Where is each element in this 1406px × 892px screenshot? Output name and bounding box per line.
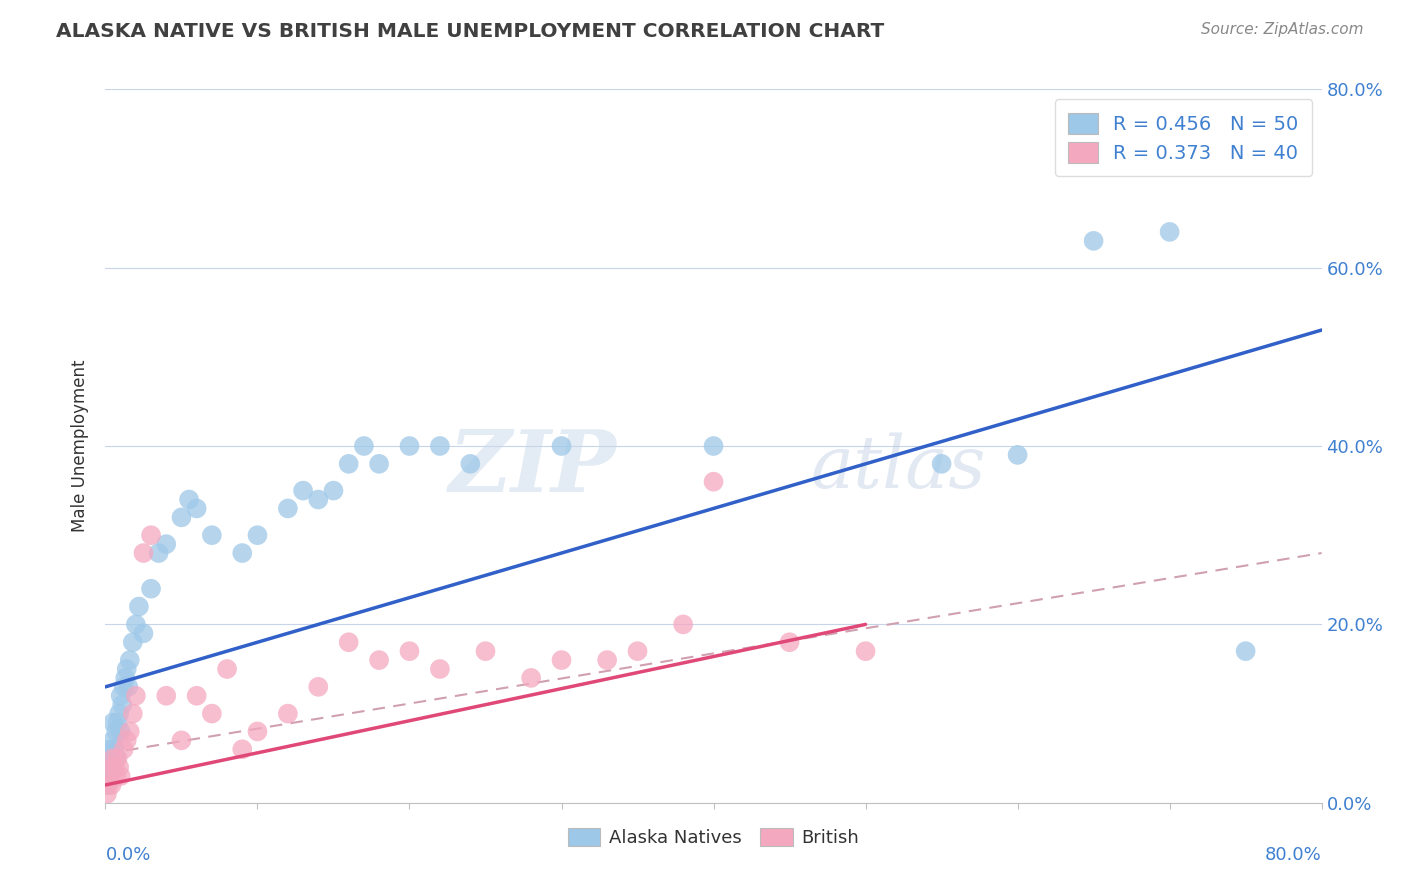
Point: [277, 501, 299, 516]
Point: [107, 715, 129, 730]
Point: [186, 689, 208, 703]
Point: [103, 742, 125, 756]
Point: [550, 439, 572, 453]
Point: [1159, 225, 1181, 239]
Point: [672, 617, 695, 632]
Text: 0.0%: 0.0%: [105, 846, 150, 863]
Point: [98, 742, 121, 756]
Point: [105, 751, 128, 765]
Point: [155, 689, 177, 703]
Point: [97, 778, 120, 792]
Point: [322, 483, 344, 498]
Point: [132, 626, 155, 640]
Point: [186, 501, 208, 516]
Point: [277, 706, 299, 721]
Point: [474, 644, 496, 658]
Point: [98, 760, 121, 774]
Point: [100, 751, 122, 765]
Point: [114, 671, 136, 685]
Point: [702, 475, 725, 489]
Point: [139, 528, 162, 542]
Point: [429, 662, 451, 676]
Point: [112, 680, 135, 694]
Y-axis label: Male Unemployment: Male Unemployment: [72, 359, 90, 533]
Point: [107, 751, 129, 765]
Point: [337, 457, 360, 471]
Point: [110, 689, 132, 703]
Point: [368, 457, 391, 471]
Point: [115, 733, 138, 747]
Point: [779, 635, 801, 649]
Point: [110, 724, 132, 739]
Point: [148, 546, 170, 560]
Point: [201, 706, 224, 721]
Point: [429, 439, 451, 453]
Point: [1234, 644, 1257, 658]
Point: [398, 439, 420, 453]
Point: [117, 680, 139, 694]
Point: [96, 778, 118, 792]
Point: [128, 599, 150, 614]
Point: [626, 644, 648, 658]
Point: [170, 733, 193, 747]
Point: [105, 769, 128, 783]
Point: [596, 653, 619, 667]
Point: [368, 653, 391, 667]
Point: [1007, 448, 1029, 462]
Point: [111, 698, 134, 712]
Point: [931, 457, 953, 471]
Point: [125, 689, 148, 703]
Point: [100, 778, 122, 792]
Point: [307, 680, 329, 694]
Point: [702, 439, 725, 453]
Point: [101, 715, 124, 730]
Point: [112, 742, 135, 756]
Point: [231, 742, 253, 756]
Text: ZIP: ZIP: [449, 425, 616, 509]
Point: [125, 617, 148, 632]
Point: [105, 724, 128, 739]
Point: [118, 724, 141, 739]
Point: [520, 671, 543, 685]
Point: [108, 706, 131, 721]
Point: [101, 760, 124, 774]
Point: [115, 662, 138, 676]
Point: [307, 492, 329, 507]
Point: [246, 528, 269, 542]
Point: [98, 769, 121, 783]
Point: [246, 724, 269, 739]
Text: 80.0%: 80.0%: [1265, 846, 1322, 863]
Point: [177, 492, 200, 507]
Point: [231, 546, 253, 560]
Point: [96, 787, 118, 801]
Point: [458, 457, 481, 471]
Point: [118, 653, 141, 667]
Point: [1083, 234, 1105, 248]
Text: ALASKA NATIVE VS BRITISH MALE UNEMPLOYMENT CORRELATION CHART: ALASKA NATIVE VS BRITISH MALE UNEMPLOYME…: [56, 22, 884, 41]
Point: [108, 760, 131, 774]
Point: [121, 706, 143, 721]
Point: [101, 751, 124, 765]
Point: [97, 769, 120, 783]
Point: [132, 546, 155, 560]
Point: [855, 644, 877, 658]
Point: [550, 653, 572, 667]
Point: [110, 769, 132, 783]
Point: [170, 510, 193, 524]
Point: [121, 635, 143, 649]
Point: [337, 635, 360, 649]
Point: [217, 662, 239, 676]
Text: Source: ZipAtlas.com: Source: ZipAtlas.com: [1201, 22, 1364, 37]
Text: atlas: atlas: [811, 432, 987, 503]
Point: [103, 760, 125, 774]
Legend: Alaska Natives, British: Alaska Natives, British: [561, 821, 866, 855]
Point: [155, 537, 177, 551]
Point: [201, 528, 224, 542]
Point: [101, 733, 124, 747]
Point: [139, 582, 162, 596]
Point: [292, 483, 315, 498]
Point: [398, 644, 420, 658]
Point: [353, 439, 375, 453]
